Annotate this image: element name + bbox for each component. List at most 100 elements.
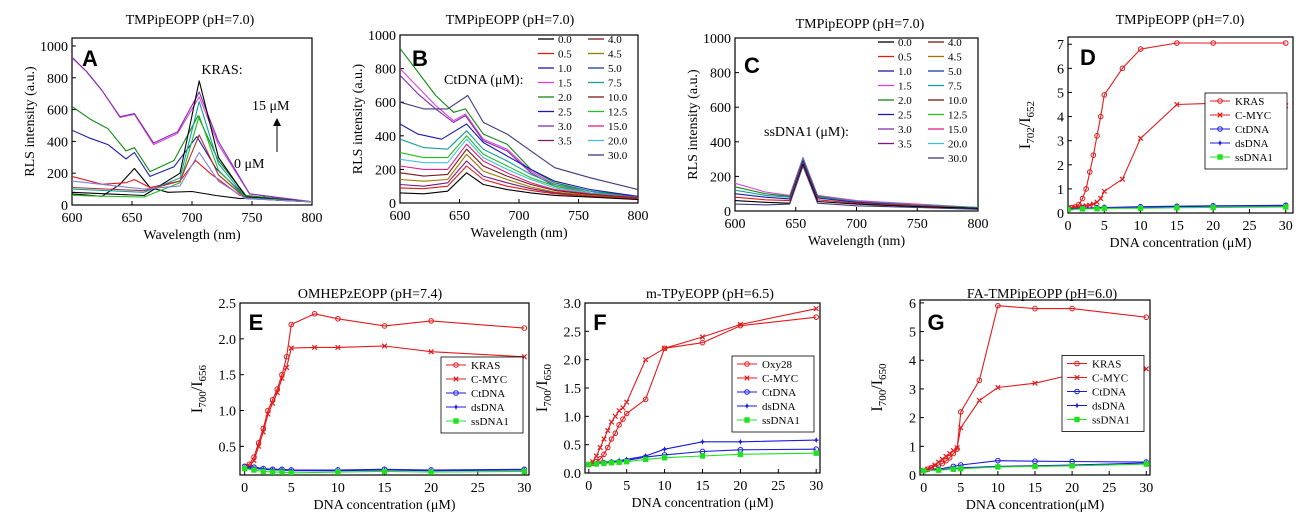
legend-label: 1.0 <box>898 66 912 78</box>
data-point <box>260 468 267 475</box>
x-tick-label: 5 <box>1101 219 1108 234</box>
series-line <box>400 68 638 197</box>
panel-letter: A <box>82 46 98 71</box>
x-tick-label: 650 <box>122 211 143 226</box>
data-point <box>597 456 603 462</box>
x-tick-label: 750 <box>242 211 263 226</box>
data-point <box>608 419 615 425</box>
x-tick-label: 20 <box>733 479 747 494</box>
y-tick-label: 3 <box>1057 135 1064 150</box>
x-tick-label: 750 <box>568 209 589 224</box>
y-tick-label: 5 <box>909 326 916 341</box>
data-point <box>661 345 668 352</box>
data-point <box>597 444 603 451</box>
series-line <box>735 162 978 209</box>
data-point <box>813 314 820 320</box>
legend-label: 4.0 <box>608 34 622 46</box>
y-axis-label-part: I <box>1017 144 1034 149</box>
data-point <box>642 356 649 363</box>
data-point <box>623 410 630 417</box>
legend: KRAS C-MYC CtDNA dsDNA ssDNA1 <box>1061 355 1145 432</box>
y-tick-label: 400 <box>375 130 396 145</box>
legend-label: KRAS <box>471 360 500 372</box>
data-point <box>935 467 942 473</box>
data-point <box>605 427 611 434</box>
legend-label: Oxy28 <box>762 359 792 371</box>
data-point <box>1143 366 1150 372</box>
x-tick-label: 10 <box>991 481 1005 496</box>
series-line <box>72 101 312 203</box>
y-axis-label-part: 656 <box>197 364 209 381</box>
data-point <box>616 407 622 414</box>
data-point <box>1282 40 1289 46</box>
y-tick-label: 200 <box>375 163 396 178</box>
data-point <box>586 461 592 468</box>
series-line <box>735 163 978 209</box>
annotation-label: KRAS: <box>201 63 242 78</box>
data-point <box>976 377 983 384</box>
legend: KRAS C-MYC CtDNA dsDNA ssDNA1 <box>440 356 524 434</box>
y-tick-label: 1.0 <box>219 405 237 420</box>
data-point <box>623 399 630 405</box>
chart-panel-d: TMPipEOPP (pH=7.0) 0 5 10 15 20 25 30 0 1 2 3 4 5 6 7 DN… <box>1017 13 1294 251</box>
legend-marker <box>1074 416 1080 423</box>
data-point <box>1283 204 1289 210</box>
data-point <box>737 451 744 457</box>
data-point <box>1174 40 1180 46</box>
data-point <box>1094 133 1100 139</box>
y-tick-label: 7 <box>1057 38 1064 53</box>
x-tick-label: 25 <box>471 481 485 496</box>
series-group <box>735 156 978 210</box>
data-point <box>241 465 248 472</box>
series-line <box>400 135 638 199</box>
data-point <box>521 325 528 331</box>
y-tick-label: 5 <box>1057 86 1064 101</box>
chart-title: FA-TMPipEOPP (pH=6.0) <box>967 287 1118 302</box>
data-point <box>1137 205 1144 211</box>
chart-title: TMPipEOPP (pH=7.0) <box>126 13 255 28</box>
chart-title: TMPipEOPP (pH=7.0) <box>796 17 925 32</box>
x-tick-label: 20 <box>424 481 438 496</box>
y-axis-label-part: /I <box>189 381 206 391</box>
chart-panel-e: OMHEPzEOPP (pH=7.4) 0 5 10 15 20 25 30 0.5 1.0 1.5… <box>189 287 531 513</box>
data-point <box>1101 92 1108 98</box>
y-tick-label: 2 <box>1057 159 1064 174</box>
y-tick-label: 3 <box>909 383 916 398</box>
x-tick-label: 15 <box>1170 219 1184 234</box>
series-line <box>244 468 525 474</box>
x-tick-label: 0 <box>585 479 592 494</box>
series-line <box>588 308 817 465</box>
y-axis-label-part: /I <box>1017 117 1034 127</box>
legend-label: CtDNA <box>471 388 505 400</box>
legend-label: C-MYC <box>1235 110 1271 122</box>
x-tick-label: 5 <box>957 481 964 496</box>
data-point <box>623 458 630 465</box>
legend-label: 0.5 <box>898 52 912 64</box>
data-point <box>1079 206 1086 212</box>
y-axis-label: I700/I650 <box>869 363 889 412</box>
y-tick-label: 0.0 <box>564 467 582 482</box>
legend-marker <box>1217 126 1223 132</box>
legend-marker <box>1217 98 1223 104</box>
x-axis-label: DNA concentration(μM) <box>966 498 1105 513</box>
x-tick-label: 0 <box>241 481 248 496</box>
series-line <box>735 165 978 210</box>
legend: KRAS C-MYC CtDNA dsDNA ssDNA1 <box>1204 92 1288 170</box>
series-line <box>244 467 525 472</box>
data-point <box>616 459 622 465</box>
chart-title: OMHEPzEOPP (pH=7.4) <box>298 287 443 302</box>
data-point <box>335 344 341 351</box>
legend-label: 1.5 <box>558 78 572 90</box>
data-point <box>958 465 964 472</box>
data-point <box>1137 135 1144 141</box>
series-line <box>244 465 525 471</box>
legend-marker <box>744 403 750 409</box>
y-tick-label: 600 <box>375 96 396 111</box>
annotation-label: 15 μM <box>252 99 290 114</box>
chart-panel-c: TMPipEOPP (pH=7.0) 600 650 700 750 800 0 200 400… <box>686 17 989 249</box>
series-line <box>400 148 638 199</box>
data-point <box>251 457 257 464</box>
x-tick-label: 30 <box>517 481 531 496</box>
y-axis-label-part: I <box>869 406 886 411</box>
data-point <box>269 469 276 475</box>
